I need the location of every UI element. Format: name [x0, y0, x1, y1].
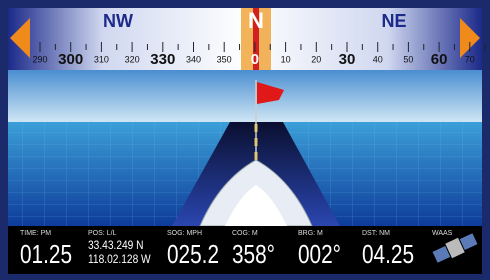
compass-label: 60 [431, 51, 448, 68]
field-value: 025.2 [167, 240, 219, 269]
field-value: 358° [232, 240, 275, 269]
cardinal-label: N [248, 8, 264, 33]
compass-label: 290 [32, 54, 47, 64]
field-label: TIME: PM [20, 230, 51, 237]
compass-label: 350 [217, 54, 232, 64]
compass-label: 20 [311, 54, 321, 64]
compass-label: 70 [465, 54, 475, 64]
compass-label: 340 [186, 54, 201, 64]
field-label: POS: L/L [88, 230, 117, 237]
compass-label: 10 [281, 54, 291, 64]
field-value: 04.25 [362, 240, 414, 269]
field-value: 01.25 [20, 240, 72, 269]
compass-label: 320 [125, 54, 140, 64]
field-value: 33.43.249 N [88, 239, 144, 252]
field-label: WAAS [432, 230, 453, 237]
field-label: SOG: MPH [167, 230, 202, 237]
compass-label: 30 [339, 51, 356, 68]
sky [8, 70, 482, 122]
compass-label: 0 [251, 51, 259, 68]
compass-label: 330 [150, 51, 175, 68]
compass-label: 310 [94, 54, 109, 64]
field-value: 118.02.128 W [88, 253, 151, 266]
field-value: 002° [298, 240, 341, 269]
field-label: BRG: M [298, 230, 323, 237]
cardinal-label: NW [103, 11, 133, 31]
compass-label: 40 [373, 54, 383, 64]
compass-label: 50 [403, 54, 413, 64]
cardinal-label: NE [381, 11, 406, 31]
compass-label: 300 [58, 51, 83, 68]
gps-screen: 290 300 310 320 330 340 350 0 10 20 30 40 50 60 70 NW N N… [0, 0, 490, 280]
field-label: DST: NM [362, 230, 390, 237]
field-label: COG: M [232, 230, 258, 237]
